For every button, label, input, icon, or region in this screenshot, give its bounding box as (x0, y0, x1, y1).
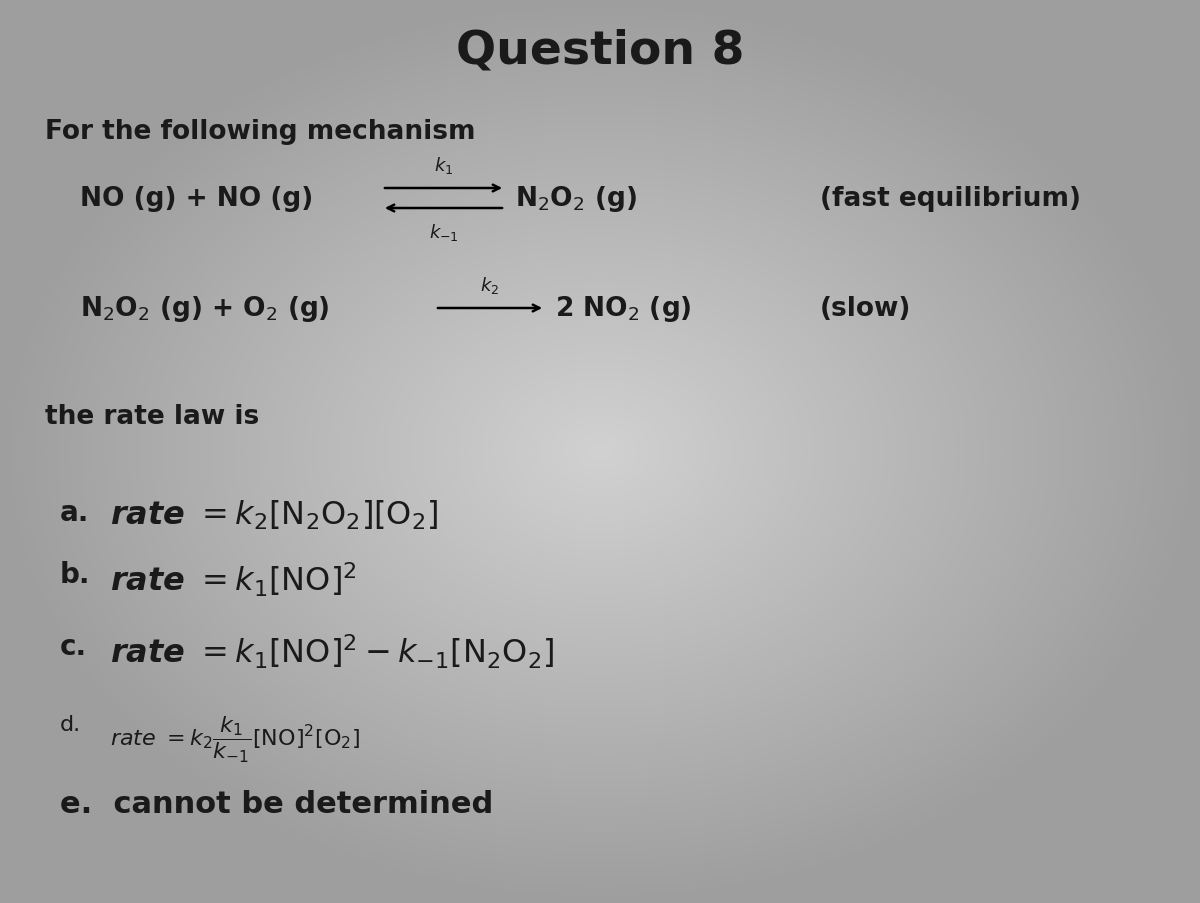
Text: $k_1$: $k_1$ (434, 154, 454, 176)
Text: d.: d. (60, 714, 82, 734)
Text: rate $= k_2[\mathrm{N_2O_2}][\mathrm{O_2}]$: rate $= k_2[\mathrm{N_2O_2}][\mathrm{O_2… (110, 498, 438, 532)
Text: Question 8: Question 8 (456, 29, 744, 74)
Text: c.: c. (60, 632, 88, 660)
Text: $k_{-1}$: $k_{-1}$ (428, 222, 458, 243)
Text: $k_2$: $k_2$ (480, 275, 499, 295)
Text: N$_2$O$_2$ (g): N$_2$O$_2$ (g) (515, 184, 637, 214)
Text: NO (g) + NO (g): NO (g) + NO (g) (80, 186, 313, 212)
Text: rate $= k_2\dfrac{k_1}{k_{-1}}[\mathrm{NO}]^2[\mathrm{O_2}]$: rate $= k_2\dfrac{k_1}{k_{-1}}[\mathrm{N… (110, 714, 360, 764)
Text: b.: b. (60, 561, 90, 589)
Text: 2 NO$_2$ (g): 2 NO$_2$ (g) (554, 293, 691, 323)
Text: rate $= k_1[\mathrm{NO}]^2 - k_{-1}[\mathrm{N_2O_2}]$: rate $= k_1[\mathrm{NO}]^2 - k_{-1}[\mat… (110, 632, 554, 670)
Text: e.  cannot be determined: e. cannot be determined (60, 789, 493, 818)
Text: (slow): (slow) (820, 295, 911, 321)
Text: a.: a. (60, 498, 89, 526)
Text: For the following mechanism: For the following mechanism (46, 119, 475, 144)
Text: rate $= k_1[\mathrm{NO}]^2$: rate $= k_1[\mathrm{NO}]^2$ (110, 561, 356, 599)
Text: the rate law is: the rate law is (46, 404, 259, 430)
Text: N$_2$O$_2$ (g) + O$_2$ (g): N$_2$O$_2$ (g) + O$_2$ (g) (80, 293, 330, 323)
Text: (fast equilibrium): (fast equilibrium) (820, 186, 1081, 212)
